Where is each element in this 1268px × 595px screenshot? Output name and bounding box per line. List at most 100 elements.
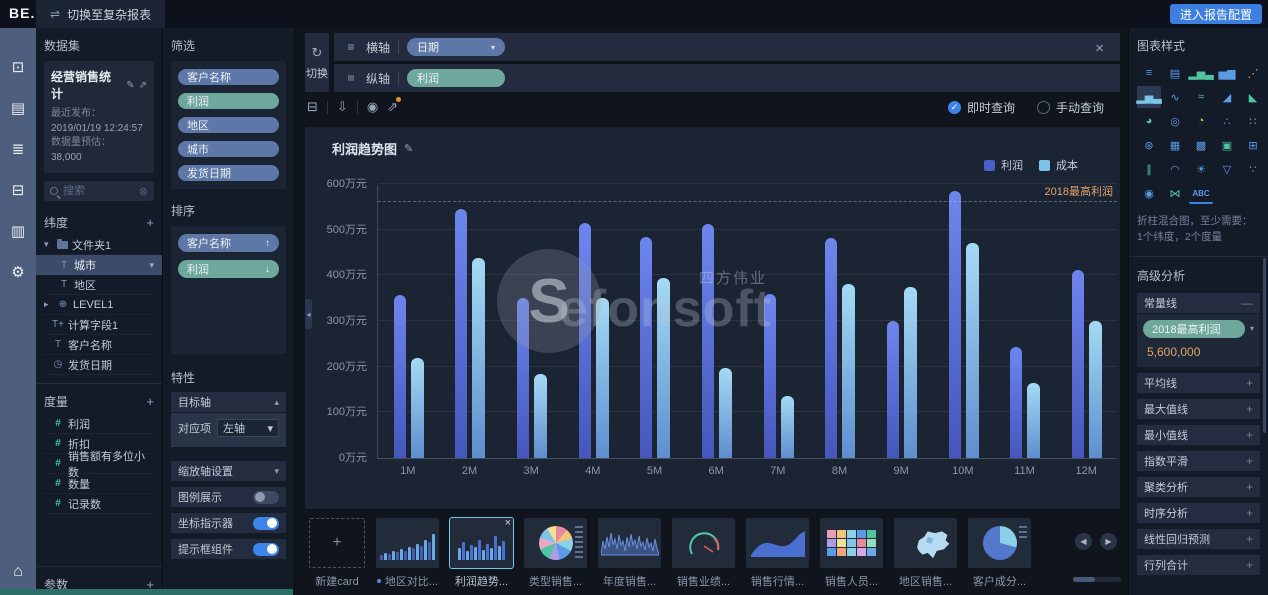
close-icon[interactable]: × — [1095, 40, 1104, 57]
chart-style-line-multi-icon[interactable]: ≈ — [1189, 86, 1213, 108]
chart-style-rose-pie-icon[interactable]: ◔ — [1189, 110, 1213, 132]
chart-style-bubble-icon[interactable]: ∵ — [1241, 158, 1265, 180]
chart-style-pie-icon[interactable]: ◕ — [1137, 110, 1161, 132]
advanced-min-line[interactable]: 最小值线+ — [1137, 425, 1260, 445]
legend-item-cost[interactable]: 成本 — [1039, 157, 1078, 173]
crosshair-toggle[interactable] — [253, 517, 279, 530]
advanced-row-col-total[interactable]: 行列合计+ — [1137, 555, 1260, 575]
chart-style-combo-bar-line-icon[interactable]: ▂▅▃ — [1137, 86, 1161, 108]
measure-sales-decimal[interactable]: # 销售额有多位小数 — [44, 454, 154, 474]
zoom-axis-row[interactable]: 缩放轴设置 ▾ — [171, 461, 286, 481]
chart-style-gantt-icon[interactable]: ▣ — [1215, 134, 1239, 156]
y-axis-field-pill[interactable]: 利润 — [407, 69, 505, 87]
chart-style-area-icon[interactable]: ◢ — [1215, 86, 1239, 108]
chart-style-relation-icon[interactable]: ⊛ — [1137, 134, 1161, 156]
chart-style-calendar-icon[interactable]: ⊞ — [1241, 134, 1265, 156]
chart-style-scatter-icon[interactable]: ∴ — [1215, 110, 1239, 132]
chart-style-line-icon[interactable]: ∿ — [1163, 86, 1187, 108]
thumbnail-sales-market[interactable]: 销售行情... — [746, 518, 809, 589]
save-icon[interactable]: ⊟ — [307, 99, 318, 115]
constant-line-row[interactable]: 常量线 — — [1137, 293, 1260, 313]
measure-profit[interactable]: # 利润 — [44, 414, 154, 434]
plus-icon[interactable]: + — [1246, 532, 1253, 546]
plus-icon[interactable]: + — [1246, 402, 1253, 416]
close-icon[interactable]: × — [505, 518, 511, 528]
clear-search-icon[interactable]: ⊗ — [139, 185, 148, 198]
legend-item-profit[interactable]: 利润 — [984, 157, 1023, 173]
open-dataset-icon[interactable]: ⇗ — [139, 80, 147, 91]
swap-axes-button[interactable]: ↻ 切换 — [305, 33, 329, 92]
chart-style-scatter-steps-icon[interactable]: ⋰ — [1241, 62, 1265, 84]
chart-style-scatter-brush-icon[interactable]: ∷ — [1241, 110, 1265, 132]
chart-style-sankey-icon[interactable]: ⋈ — [1163, 182, 1187, 204]
chart-style-bar-horizontal-stacked-icon[interactable]: ▤ — [1163, 62, 1187, 84]
thumbnail-sales-kpi[interactable]: 销售业绩... — [672, 518, 735, 589]
next-arrow-button[interactable]: ▶ — [1100, 533, 1117, 550]
dashboard-icon[interactable]: ⊡ — [12, 58, 25, 76]
home-icon[interactable]: ⌂ — [0, 563, 36, 581]
prev-arrow-button[interactable]: ◀ — [1075, 533, 1092, 550]
plus-icon[interactable]: + — [1246, 454, 1253, 468]
sort-pill-customer[interactable]: 客户名称 ↑ — [178, 234, 279, 252]
chart-style-area-stacked-icon[interactable]: ◣ — [1241, 86, 1265, 108]
constant-line-name-pill[interactable]: 2018最高利润 — [1143, 320, 1245, 338]
dimension-region[interactable]: T 地区 — [44, 275, 154, 295]
collapse-panel-tab[interactable]: ◂ — [305, 299, 312, 329]
chart-style-table-icon[interactable]: ▦ — [1163, 134, 1187, 156]
report-icon[interactable]: ▤ — [11, 99, 25, 117]
dimension-level1[interactable]: ▸ ⊕ LEVEL1 — [44, 295, 154, 315]
screen-icon[interactable]: ⊟ — [12, 181, 25, 199]
document-icon[interactable]: ▥ — [11, 222, 25, 240]
download-icon[interactable]: ⇩ — [337, 99, 348, 115]
dataset-card[interactable]: 经营销售统计 ✎⇗ 最近发布： 2019/01/19 12:24:57 数据量预… — [44, 61, 154, 173]
field-search[interactable]: ⊗ — [44, 181, 154, 201]
filter-pill-ship-date[interactable]: 发货日期 — [178, 165, 279, 181]
mapping-select[interactable]: 左轴 ▾ — [217, 419, 279, 437]
filter-pill-region[interactable]: 地区 — [178, 117, 279, 133]
advanced-avg-line[interactable]: 平均线+ — [1137, 373, 1260, 393]
chart-style-gauge-icon[interactable]: ◠ — [1163, 158, 1187, 180]
dimension-folder1[interactable]: ▾ 文件夹1 — [44, 235, 154, 255]
thumbnail-type-sales[interactable]: 类型销售... — [524, 518, 587, 589]
legend-toggle[interactable] — [253, 491, 279, 504]
advanced-max-line[interactable]: 最大值线+ — [1137, 399, 1260, 419]
thumbnail-region-compare[interactable]: 地区对比... — [376, 518, 439, 589]
export-icon[interactable]: ⇗ — [387, 99, 398, 115]
advanced-exp-smoothing[interactable]: 指数平滑+ — [1137, 451, 1260, 471]
chart-style-funnel-icon[interactable]: ▽ — [1215, 158, 1239, 180]
chart-style-candlestick-icon[interactable]: ∥ — [1137, 158, 1161, 180]
sort-pill-profit[interactable]: 利润 ↓ — [178, 260, 279, 278]
x-axis-field-pill[interactable]: 日期 ▾ — [407, 38, 505, 56]
chart-style-text-abc-icon[interactable]: ABC — [1189, 184, 1213, 204]
chevron-down-icon[interactable]: ▾ — [44, 239, 53, 250]
dimension-calc-field1[interactable]: T+ 计算字段1 — [44, 315, 154, 335]
add-dimension-icon[interactable]: + — [146, 215, 154, 230]
filter-pill-customer[interactable]: 客户名称 — [178, 69, 279, 85]
chart-style-column-stacked-icon[interactable]: ▅▆ — [1215, 62, 1239, 84]
measure-record-count[interactable]: # 记录数 — [44, 494, 154, 514]
thumbnail-customer-mix[interactable]: 客户成分... — [968, 518, 1031, 589]
thumbnail-region-sales[interactable]: 地区销售... — [894, 518, 957, 589]
add-measure-icon[interactable]: + — [146, 394, 154, 409]
chart-style-sunburst-icon[interactable]: ☀ — [1189, 158, 1213, 180]
chart-style-map-icon[interactable]: ◉ — [1137, 182, 1161, 204]
plus-icon[interactable]: + — [1246, 506, 1253, 520]
plus-icon[interactable]: + — [1246, 558, 1253, 572]
enter-report-config-button[interactable]: 进入报告配置 — [1170, 4, 1262, 24]
chart-style-bar-horizontal-icon[interactable]: ≡ — [1137, 62, 1161, 84]
snapshot-camera-icon[interactable]: ◉ — [367, 99, 378, 115]
chevron-down-icon[interactable]: ▾ — [1250, 324, 1254, 333]
tab-switch-complex-report[interactable]: ⇌ 切换至复杂报表 — [36, 0, 165, 28]
filter-pill-profit[interactable]: 利润 — [178, 93, 279, 109]
plus-icon[interactable]: + — [1246, 428, 1253, 442]
chart-style-donut-icon[interactable]: ◎ — [1163, 110, 1187, 132]
plus-icon[interactable]: + — [1246, 376, 1253, 390]
right-panel-scrollbar[interactable] — [1263, 258, 1266, 433]
chart-style-column-icon[interactable]: ▂▅▃ — [1189, 62, 1213, 84]
thumbnail-scrollbar[interactable] — [1073, 577, 1121, 582]
plus-icon[interactable]: + — [1246, 480, 1253, 494]
datasource-icon[interactable]: ≣ — [12, 140, 25, 158]
chevron-down-icon[interactable]: ▾ — [149, 260, 154, 271]
tooltip-toggle[interactable] — [253, 543, 279, 556]
search-input[interactable] — [63, 185, 134, 197]
